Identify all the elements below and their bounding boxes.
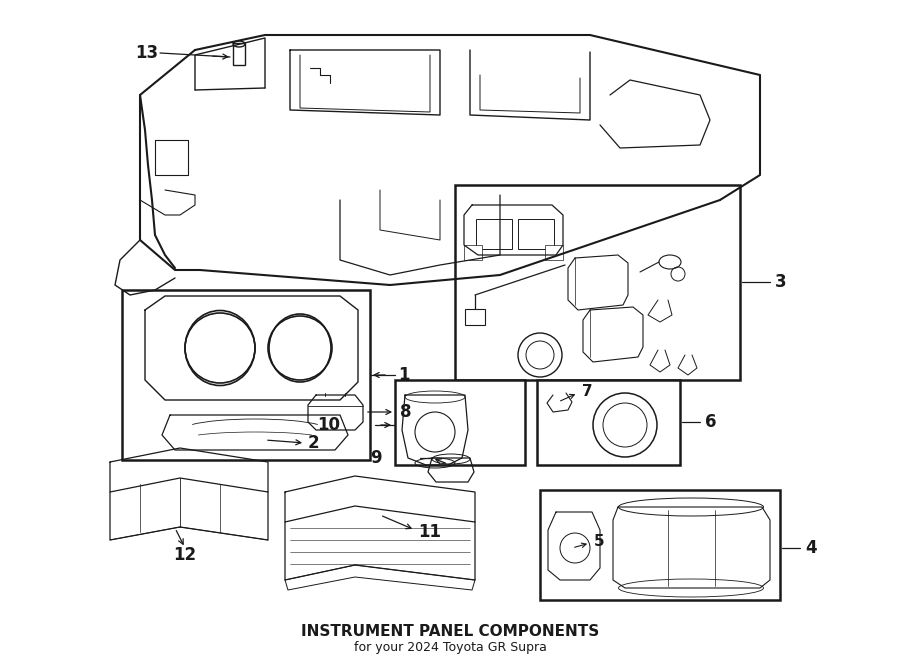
Bar <box>233 43 245 65</box>
Text: 4: 4 <box>805 539 816 557</box>
Bar <box>455 185 740 380</box>
Bar <box>464 245 482 260</box>
Text: 1: 1 <box>398 366 410 384</box>
Text: 8: 8 <box>400 403 411 421</box>
Text: 11: 11 <box>418 523 441 541</box>
Text: 10: 10 <box>317 416 340 434</box>
Text: 13: 13 <box>135 44 158 62</box>
Text: 2: 2 <box>308 434 320 452</box>
Text: 12: 12 <box>174 546 196 564</box>
Bar <box>518 219 554 249</box>
Text: 3: 3 <box>775 273 787 291</box>
Text: for your 2024 Toyota GR Supra: for your 2024 Toyota GR Supra <box>354 641 546 654</box>
Bar <box>545 245 563 260</box>
Bar <box>395 380 525 465</box>
Text: INSTRUMENT PANEL COMPONENTS: INSTRUMENT PANEL COMPONENTS <box>301 623 599 639</box>
Bar <box>122 290 370 460</box>
Text: 6: 6 <box>705 413 716 431</box>
Bar <box>476 219 512 249</box>
Bar <box>465 309 485 325</box>
Text: 9: 9 <box>371 449 382 467</box>
Bar <box>540 490 780 600</box>
Bar <box>537 380 680 465</box>
Text: 7: 7 <box>582 385 592 399</box>
Text: 5: 5 <box>594 535 605 549</box>
